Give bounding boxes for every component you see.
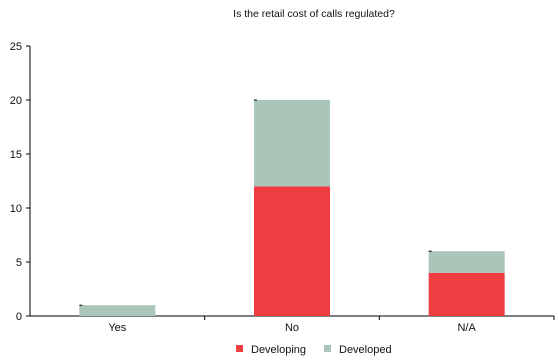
x-tick-label: Yes <box>108 322 126 334</box>
y-tick-label: 10 <box>10 203 22 215</box>
bar-developed-na <box>428 251 505 273</box>
y-tick-label: 5 <box>16 257 22 269</box>
bar-developing-no <box>254 186 330 316</box>
chart-title: Is the retail cost of calls regulated? <box>233 8 395 20</box>
y-tick-label: 25 <box>10 41 22 53</box>
y-tick-label: 15 <box>10 149 22 161</box>
legend-swatch-developing <box>236 345 243 352</box>
bar-developed-no <box>254 100 330 187</box>
x-tick-label: No <box>285 322 299 334</box>
legend-swatch-developed <box>324 345 331 352</box>
x-tick-label: N/A <box>457 322 476 334</box>
legend-label-developed: Developed <box>339 344 392 356</box>
y-tick-label: 0 <box>16 311 22 323</box>
legend-label-developing: Developing <box>251 344 306 356</box>
bar-developing-na <box>428 272 505 316</box>
y-tick-label: 20 <box>10 95 22 107</box>
bar-developed-yes <box>79 305 156 316</box>
